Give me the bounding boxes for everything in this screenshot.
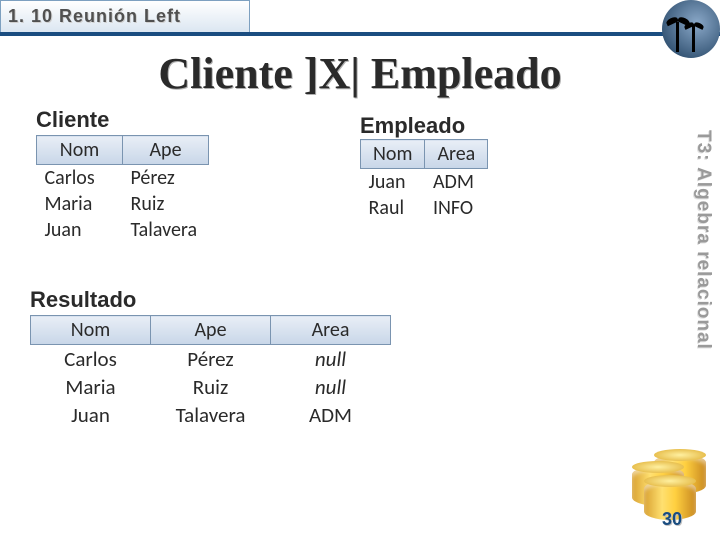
page-number: 30 (662, 509, 682, 530)
resultado-title: Resultado (30, 287, 391, 313)
resultado-col-area: Area (271, 316, 391, 345)
header-bar: 1. 10 Reunión Left (0, 0, 720, 36)
table-row: JuanADM (361, 169, 488, 196)
empleado-col-nom: Nom (361, 140, 425, 169)
table-row: JuanTalavera (37, 217, 209, 243)
resultado-table: Nom Ape Area CarlosPéreznull MariaRuiznu… (30, 315, 391, 429)
table-row: JuanTalaveraADM (31, 401, 391, 429)
cliente-table: Nom Ape CarlosPérez MariaRuiz JuanTalave… (36, 135, 209, 243)
empleado-table-block: Empleado Nom Area JuanADM RaulINFO (360, 113, 488, 221)
resultado-col-ape: Ape (151, 316, 271, 345)
cliente-col-nom: Nom (37, 136, 123, 165)
empleado-table: Nom Area JuanADM RaulINFO (360, 139, 488, 221)
side-chapter-label: T3: Algebra relacional (692, 130, 714, 350)
cliente-table-block: Cliente Nom Ape CarlosPérez MariaRuiz Ju… (36, 107, 209, 243)
table-row: RaulINFO (361, 195, 488, 221)
empleado-col-area: Area (425, 140, 488, 169)
table-row: CarlosPérez (37, 165, 209, 192)
palm-logo-icon (662, 0, 720, 58)
resultado-table-block: Resultado Nom Ape Area CarlosPéreznull M… (30, 287, 391, 429)
resultado-col-nom: Nom (31, 316, 151, 345)
page-title: Cliente ]X| Empleado (0, 48, 720, 99)
cliente-title: Cliente (36, 107, 209, 133)
section-title: 1. 10 Reunión Left (8, 6, 181, 27)
empleado-title: Empleado (360, 113, 488, 139)
table-row: CarlosPéreznull (31, 345, 391, 374)
table-row: MariaRuiznull (31, 373, 391, 401)
cliente-col-ape: Ape (123, 136, 209, 165)
table-row: MariaRuiz (37, 191, 209, 217)
